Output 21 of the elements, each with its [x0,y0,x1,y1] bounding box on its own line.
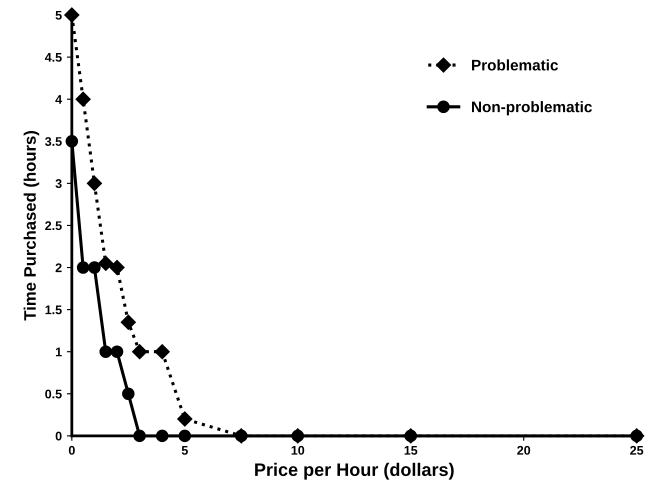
y-tick-label: 5 [56,10,62,20]
x-tick-label: 10 [292,446,304,455]
y-axis-title: Time Purchased (hours) [24,131,40,320]
y-tick-label: 0 [56,432,62,441]
y-tick-label: 3.5 [45,137,62,146]
y-tick-label: 1 [56,348,62,356]
x-tick-label: 15 [404,446,418,455]
x-tick-label: 25 [630,446,644,455]
y-tick-label: 3 [55,179,62,188]
y-tick-label: 1.5 [46,306,62,314]
x-tick-label: 5 [182,446,188,455]
y-tick-label: 4.5 [44,53,62,62]
y-tick-label: 2.5 [45,221,62,230]
x-tick-label: 0 [68,446,75,455]
legend-label: Non-problematic [472,101,592,116]
legend-label: Problematic [472,59,558,71]
y-tick-label: 4 [55,95,62,104]
y-tick-label: 2 [56,263,62,272]
x-axis-title: Price per Hour (dollars) [255,462,454,480]
y-tick-label: 0.5 [45,390,62,398]
x-tick-label: 20 [517,446,530,455]
